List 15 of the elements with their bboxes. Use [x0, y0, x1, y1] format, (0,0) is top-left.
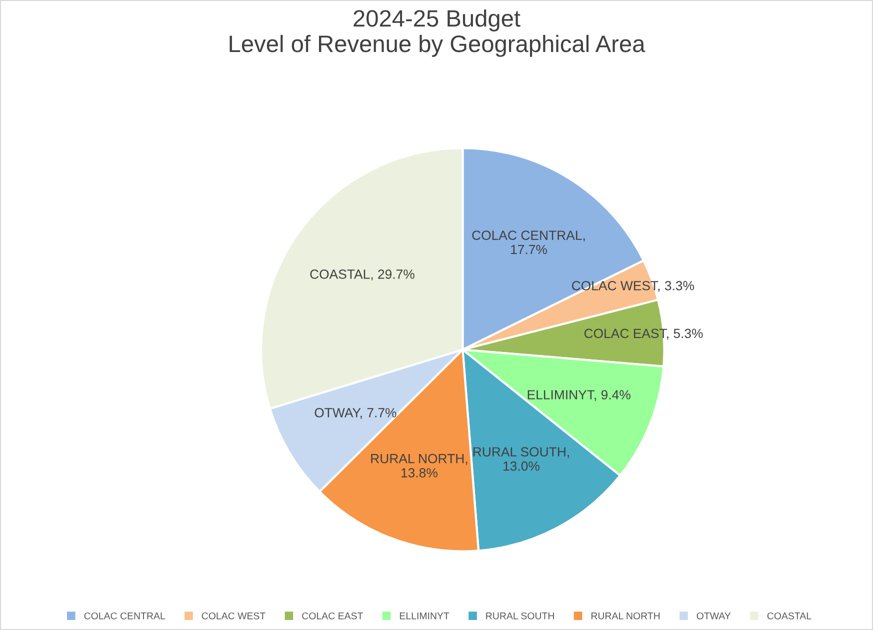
legend-label: COLAC CENTRAL: [84, 612, 166, 620]
data-label: RURAL NORTH, 13.8%: [371, 454, 468, 478]
legend-label: ELLIMINYT: [400, 612, 450, 620]
data-label: OTWAY, 7.7%: [314, 408, 396, 419]
legend-label: COLAC EAST: [302, 612, 363, 620]
data-label: COLAC CENTRAL, 17.7%: [472, 230, 585, 254]
legend-label: COLAC WEST: [202, 612, 266, 620]
data-label: ELLIMINYT, 9.4%: [528, 390, 630, 401]
data-label: COASTAL, 29.7%: [310, 270, 414, 280]
data-label: RURAL SOUTH, 13.0%: [473, 447, 569, 471]
legend-label: COASTAL: [767, 612, 812, 620]
legend-label: RURAL SOUTH: [486, 612, 554, 620]
chart-title: 2024-25 Budget Level of Revenue by Geographical Area: [230, 9, 646, 57]
legend-label: RURAL NORTH: [591, 612, 660, 620]
legend-label: OTWAY: [696, 612, 731, 620]
